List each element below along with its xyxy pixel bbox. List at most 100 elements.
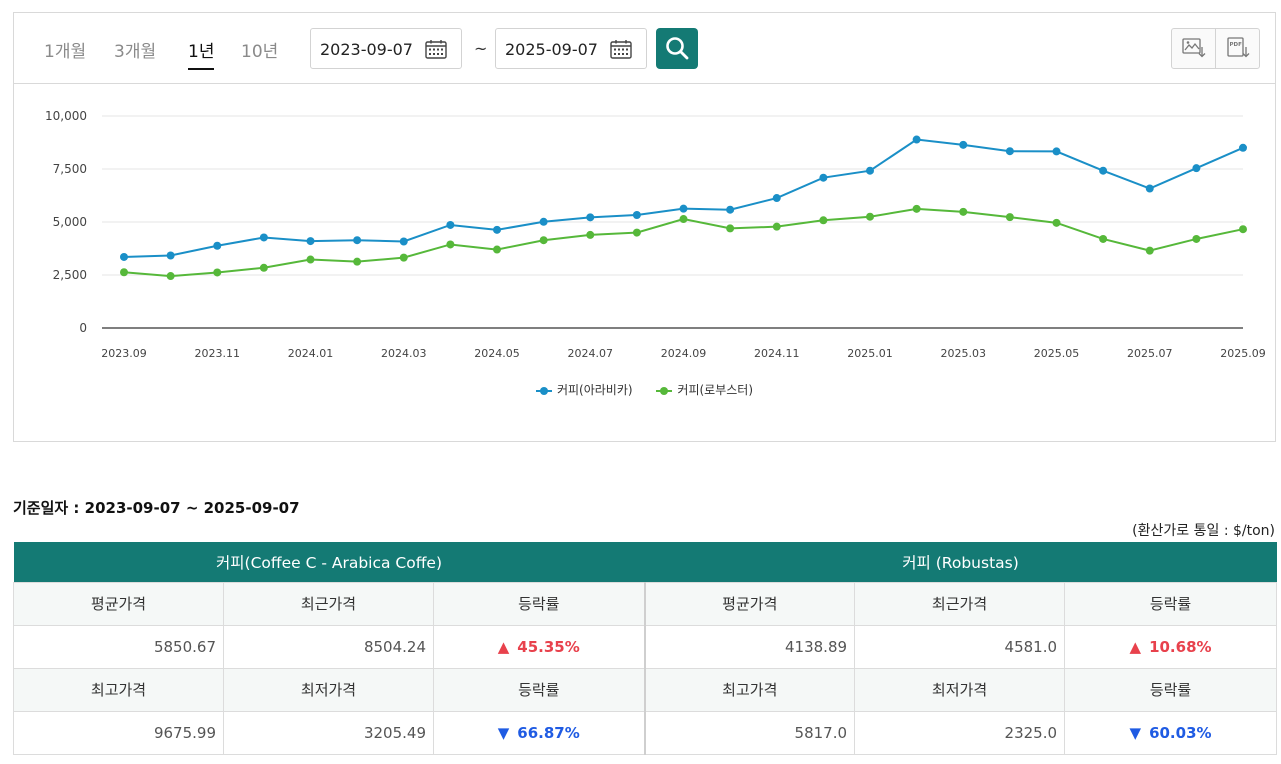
data-point-series-1 (1005, 213, 1014, 222)
period-1-year[interactable]: 1년 (188, 37, 215, 70)
x-tick-label: 2024.11 (754, 347, 800, 360)
data-point-series-0 (1192, 164, 1201, 173)
calendar-icon[interactable] (610, 39, 632, 59)
legend-item-robusta[interactable]: 커피(로부스터) (656, 381, 753, 398)
pdf-download-icon: PDF (1227, 37, 1250, 58)
arrow-up-icon: ▲ (1129, 637, 1142, 656)
x-tick-label: 2024.07 (568, 347, 614, 360)
arrow-down-icon: ▼ (1129, 723, 1142, 742)
x-tick-label: 2024.05 (474, 347, 520, 360)
data-point-series-1 (213, 268, 222, 277)
data-point-series-1 (632, 228, 641, 237)
table-row: 최고가격 최저가격 등락률 최고가격 최저가격 등락률 (13, 667, 1278, 712)
data-point-series-0 (632, 211, 641, 220)
data-point-series-1 (912, 204, 921, 213)
x-tick-label: 2025.09 (1220, 347, 1266, 360)
data-point-series-1 (959, 207, 968, 216)
data-point-series-0 (726, 205, 735, 214)
data-point-series-1 (493, 245, 501, 254)
arabica-high-price: 9675.99 (13, 710, 224, 755)
legend-label-arabica: 커피(아라비카) (556, 383, 633, 397)
header-low-price: 최저가격 (854, 667, 1066, 712)
calendar-icon[interactable] (425, 39, 447, 59)
data-point-series-0 (353, 236, 362, 245)
x-tick-label: 2025.01 (847, 347, 893, 360)
chart-canvas: 10,000 7,500 5,000 2,500 0 2023.09 2023.11 2024… (45, 109, 1266, 360)
y-tick-label: 10,000 (45, 109, 87, 123)
data-point-series-1 (1145, 246, 1154, 255)
table-row: 9675.99 3205.49 ▼ 66.87% 5817.0 2325.0 ▼ 6… (13, 710, 1278, 755)
header-change-rate: 등락률 (432, 581, 646, 626)
line-chart: 10,000 7,500 5,000 2,500 0 2023.09 2023.11 2024… (14, 85, 1275, 441)
data-point-series-0 (120, 252, 128, 261)
group-header-arabica: 커피(Coffee C - Arabica Coffe) (13, 542, 645, 582)
arabica-low-price: 3205.49 (223, 710, 434, 755)
group-header-robusta: 커피 (Robustas) (644, 542, 1277, 582)
legend-swatch-arabica (535, 386, 552, 395)
x-tick-label: 2024.03 (381, 347, 427, 360)
data-point-series-1 (819, 216, 828, 225)
search-button[interactable] (656, 28, 698, 69)
download-buttons: PDF (1171, 28, 1260, 69)
table-row: 평균가격 최근가격 등락률 평균가격 최근가격 등락률 (13, 581, 1278, 626)
start-date-field[interactable]: 2023-09-07 (310, 28, 462, 69)
data-point-series-1 (866, 212, 874, 221)
data-point-series-1 (1239, 225, 1247, 234)
data-point-series-1 (772, 222, 781, 231)
pdf-download-button[interactable]: PDF (1216, 29, 1260, 68)
search-icon (666, 37, 689, 60)
data-point-series-0 (1239, 143, 1247, 152)
image-download-icon (1182, 38, 1206, 58)
end-date-field[interactable]: 2025-09-07 (495, 28, 647, 69)
arrow-down-icon: ▼ (497, 723, 510, 742)
data-point-series-1 (726, 224, 735, 233)
robusta-avg-price: 4138.89 (643, 624, 856, 669)
data-point-series-0 (912, 135, 921, 144)
robusta-high-price: 5817.0 (643, 710, 856, 755)
data-point-series-1 (1052, 218, 1061, 227)
data-point-series-1 (259, 263, 268, 272)
data-point-series-0 (959, 140, 968, 149)
data-point-series-0 (1005, 147, 1014, 156)
price-summary-table: 커피(Coffee C - Arabica Coffe) 커피 (Robusta… (13, 542, 1278, 755)
y-tick-label: 0 (79, 321, 87, 335)
svg-text:PDF: PDF (1230, 42, 1243, 48)
data-point-series-0 (1052, 147, 1061, 156)
arabica-recent-price: 8504.24 (223, 624, 434, 669)
data-point-series-0 (772, 194, 781, 203)
end-date-value: 2025-09-07 (505, 40, 598, 59)
y-tick-label: 2,500 (53, 268, 87, 282)
header-change-rate: 등락률 (1064, 667, 1278, 712)
arabica-avg-price: 5850.67 (13, 624, 224, 669)
legend-item-arabica[interactable]: 커피(아라비카) (535, 381, 633, 398)
y-tick-label: 7,500 (53, 162, 87, 176)
data-point-series-0 (1145, 184, 1154, 193)
data-point-series-0 (679, 204, 688, 213)
robusta-change-up: ▲ 10.68% (1064, 624, 1278, 669)
x-tick-label: 2023.11 (195, 347, 241, 360)
data-point-series-0 (493, 225, 501, 234)
header-low-price: 최저가격 (223, 667, 434, 712)
data-point-series-0 (539, 217, 548, 226)
header-avg-price: 평균가격 (643, 581, 856, 626)
data-point-series-1 (1099, 234, 1108, 243)
robusta-low-price: 2325.0 (854, 710, 1066, 755)
arrow-up-icon: ▲ (497, 637, 510, 656)
x-tick-label: 2024.09 (661, 347, 707, 360)
data-point-series-1 (586, 230, 595, 239)
period-1-month[interactable]: 1개월 (44, 42, 87, 62)
arabica-change-down-value: 66.87% (517, 723, 580, 742)
base-date-label: 기준일자 : 2023-09-07 ~ 2025-09-07 (13, 499, 300, 517)
data-point-series-1 (1192, 234, 1201, 243)
arabica-change-down: ▼ 66.87% (432, 710, 646, 755)
header-high-price: 최고가격 (643, 667, 856, 712)
x-tick-label: 2025.05 (1034, 347, 1080, 360)
header-high-price: 최고가격 (13, 667, 224, 712)
data-point-series-1 (306, 255, 315, 264)
image-download-button[interactable] (1172, 29, 1216, 68)
data-point-series-0 (399, 237, 408, 246)
period-3-months[interactable]: 3개월 (114, 42, 157, 62)
data-point-series-1 (399, 253, 408, 262)
period-10-years[interactable]: 10년 (241, 42, 279, 62)
x-tick-label: 2023.09 (101, 347, 147, 360)
